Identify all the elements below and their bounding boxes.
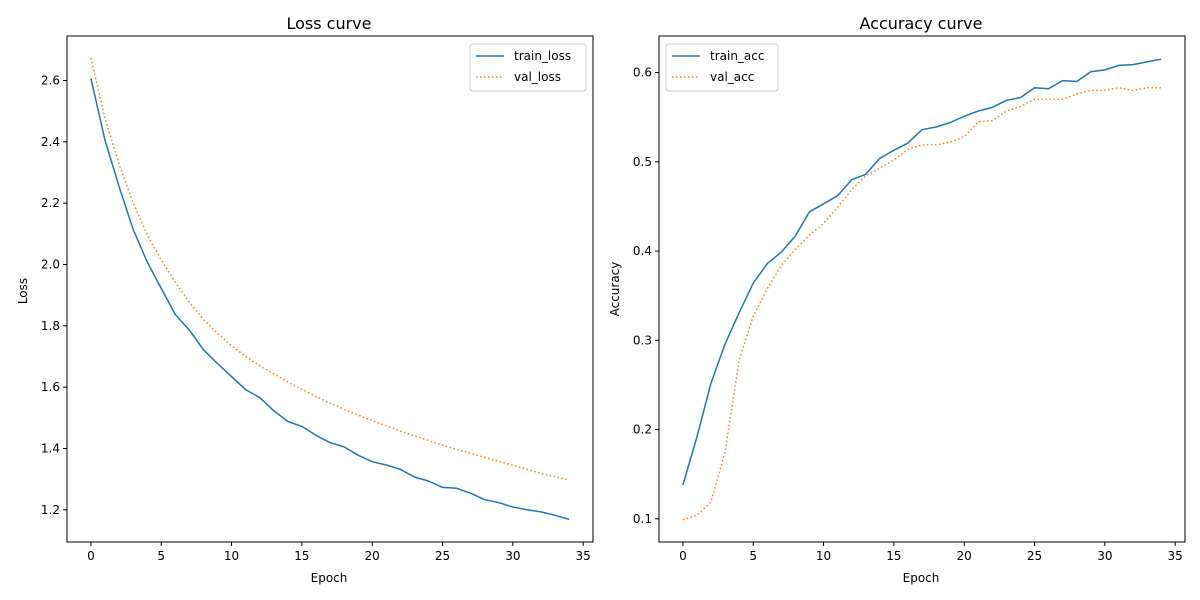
x-tick-label: 5 xyxy=(157,549,165,563)
x-tick-label: 0 xyxy=(679,549,687,563)
x-tick-label: 0 xyxy=(87,549,95,563)
y-axis-label: Loss xyxy=(16,278,30,304)
x-tick-label: 30 xyxy=(505,549,520,563)
loss-chart: Loss curve Epoch Loss 0 5 10 15 20 25 30 35 1.2 1… xyxy=(16,14,594,585)
y-tick-label: 0.3 xyxy=(633,333,652,347)
x-tick-label: 30 xyxy=(1097,549,1112,563)
axis-ticks: 0 5 10 15 20 25 30 35 1.2 1.4 1.6 1.8 2.0 2.2 2.4 2.6 xyxy=(41,73,591,563)
y-tick-label: 1.4 xyxy=(41,441,60,455)
y-tick-label: 2.2 xyxy=(41,196,60,210)
axes-frame xyxy=(658,35,1186,543)
x-tick-label: 35 xyxy=(576,549,591,563)
chart-title: Loss curve xyxy=(286,14,371,33)
x-tick-label: 15 xyxy=(294,549,309,563)
legend-label: val_loss xyxy=(514,70,561,84)
y-tick-label: 2.4 xyxy=(41,135,60,149)
y-tick-label: 1.8 xyxy=(41,319,60,333)
axis-ticks: 0 5 10 15 20 25 30 35 0.1 0.2 0.3 0.4 0.5 0.6 xyxy=(633,66,1183,563)
x-tick-label: 25 xyxy=(435,549,450,563)
x-tick-label: 15 xyxy=(886,549,901,563)
y-tick-label: 0.1 xyxy=(633,512,652,526)
y-axis-label: Accuracy xyxy=(608,262,622,317)
y-tick-label: 0.6 xyxy=(633,66,652,80)
y-tick-label: 2.0 xyxy=(41,257,60,271)
x-axis-label: Epoch xyxy=(311,571,348,585)
y-tick-label: 1.6 xyxy=(41,380,60,394)
legend-label: val_acc xyxy=(710,70,754,84)
accuracy-chart: Accuracy curve Epoch Accuracy 0 5 10 15 20 25… xyxy=(608,14,1186,585)
legend: train_acc val_acc xyxy=(665,43,779,92)
series-line-val_loss xyxy=(90,57,570,481)
chart-title: Accuracy curve xyxy=(860,14,983,33)
y-tick-label: 0.4 xyxy=(633,244,652,258)
series-line-train_acc xyxy=(682,58,1162,486)
plot-lines xyxy=(682,58,1162,521)
legend: train_loss val_loss xyxy=(469,43,587,92)
series-line-val_acc xyxy=(682,87,1162,521)
x-tick-label: 35 xyxy=(1168,549,1183,563)
x-tick-label: 5 xyxy=(749,549,757,563)
x-tick-label: 10 xyxy=(224,549,239,563)
y-tick-label: 0.2 xyxy=(633,423,652,437)
x-tick-label: 20 xyxy=(957,549,972,563)
axes-frame xyxy=(66,35,594,543)
y-tick-label: 0.5 xyxy=(633,155,652,169)
x-axis-label: Epoch xyxy=(903,571,940,585)
series-line-train_loss xyxy=(90,78,570,521)
y-tick-label: 2.6 xyxy=(41,73,60,87)
x-tick-label: 25 xyxy=(1027,549,1042,563)
legend-label: train_acc xyxy=(710,49,764,63)
x-tick-label: 10 xyxy=(816,549,831,563)
y-tick-label: 1.2 xyxy=(41,503,60,517)
x-tick-label: 20 xyxy=(365,549,380,563)
plot-lines xyxy=(90,57,570,521)
legend-label: train_loss xyxy=(514,49,571,63)
